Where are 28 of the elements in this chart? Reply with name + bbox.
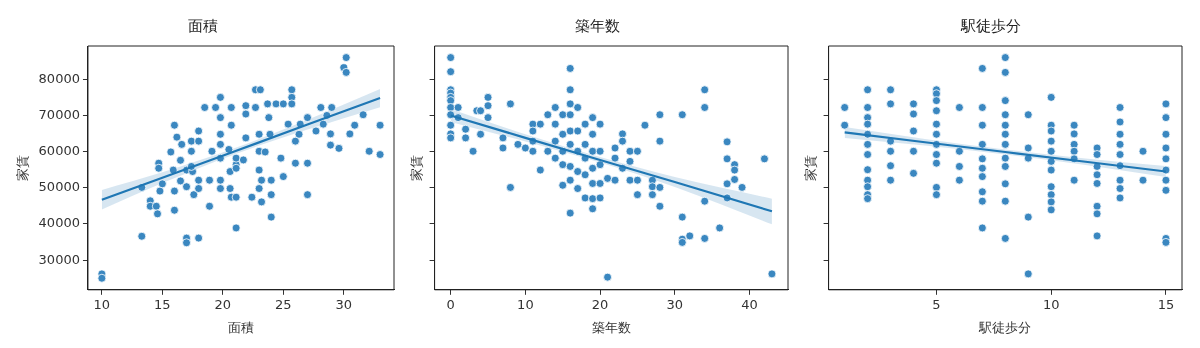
x-tick-label: 20 bbox=[214, 296, 232, 312]
x-tick-label: 30 bbox=[335, 296, 353, 312]
x-tick-label: 15 bbox=[1157, 296, 1175, 312]
x-tick-label: 30 bbox=[666, 296, 684, 312]
chart-title: 築年数 bbox=[574, 16, 620, 35]
y-tick-label: 60000 bbox=[38, 143, 80, 158]
chart-title: 面積 bbox=[188, 16, 218, 35]
x-axis-title: 駅徒歩分 bbox=[978, 319, 1032, 335]
x-tick-label: 15 bbox=[154, 296, 171, 312]
y-tick-label: 70000 bbox=[38, 106, 80, 122]
x-tick-label: 10 bbox=[93, 296, 111, 312]
x-tick-label: 25 bbox=[275, 296, 292, 312]
x-tick-label: 20 bbox=[591, 296, 609, 312]
y-tick-label: 40000 bbox=[38, 215, 80, 231]
x-tick-label: 40 bbox=[741, 296, 758, 312]
x-tick-label: 0 bbox=[446, 296, 455, 312]
x-tick-label: 10 bbox=[517, 296, 534, 312]
x-axis-title: 築年数 bbox=[591, 319, 631, 335]
chart-title: 駅徒歩分 bbox=[960, 16, 1021, 35]
y-tick-label: 50000 bbox=[38, 179, 80, 195]
y-tick-label: 80000 bbox=[38, 70, 80, 86]
y-axis-title: 家賃 bbox=[409, 154, 425, 181]
x-tick-label: 5 bbox=[932, 296, 941, 312]
x-axis-title: 面積 bbox=[227, 319, 254, 335]
y-axis-title: 家賃 bbox=[803, 154, 819, 181]
y-tick-label: 30000 bbox=[38, 251, 80, 267]
y-axis-title: 家賃 bbox=[15, 154, 31, 181]
x-tick-label: 10 bbox=[1042, 296, 1060, 312]
